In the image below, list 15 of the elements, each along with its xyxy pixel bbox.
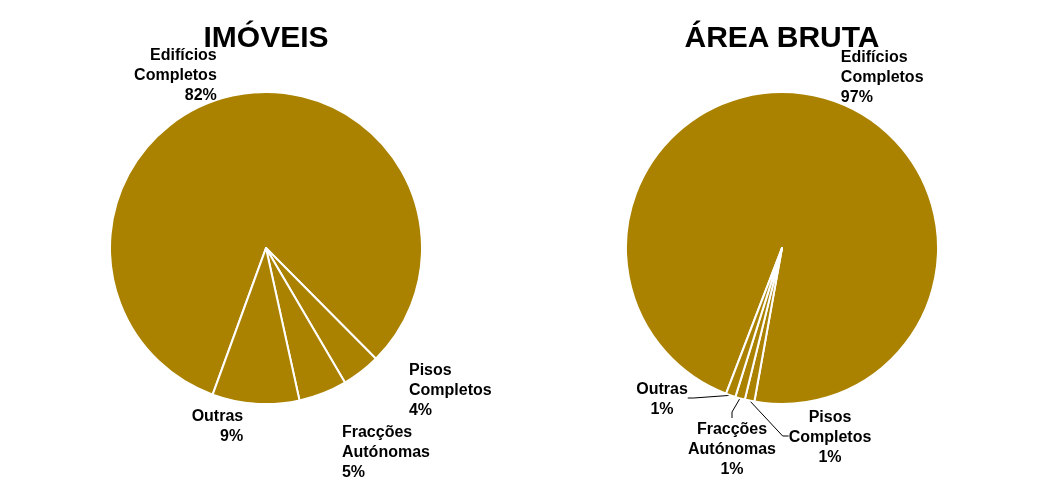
slice-label: Fracções Autónomas — [688, 419, 777, 457]
data-label: 5% — [341, 462, 366, 480]
data-label: 1% — [720, 459, 744, 477]
slice-label: Pisos Completos — [788, 407, 872, 445]
data-label: 1% — [650, 399, 674, 417]
slice-label: Pisos Completos — [408, 360, 492, 398]
slice-label: Edifícios Completos — [134, 45, 217, 83]
data-label: 1% — [818, 447, 842, 465]
slice-label: Outras — [191, 407, 244, 425]
data-label: 4% — [408, 400, 433, 418]
data-label: 9% — [220, 427, 244, 445]
slice-label: Outras — [636, 379, 688, 397]
data-label: 97% — [840, 88, 873, 106]
data-label: 82% — [184, 85, 217, 103]
slice-label: Fracções Autónomas — [341, 422, 431, 460]
